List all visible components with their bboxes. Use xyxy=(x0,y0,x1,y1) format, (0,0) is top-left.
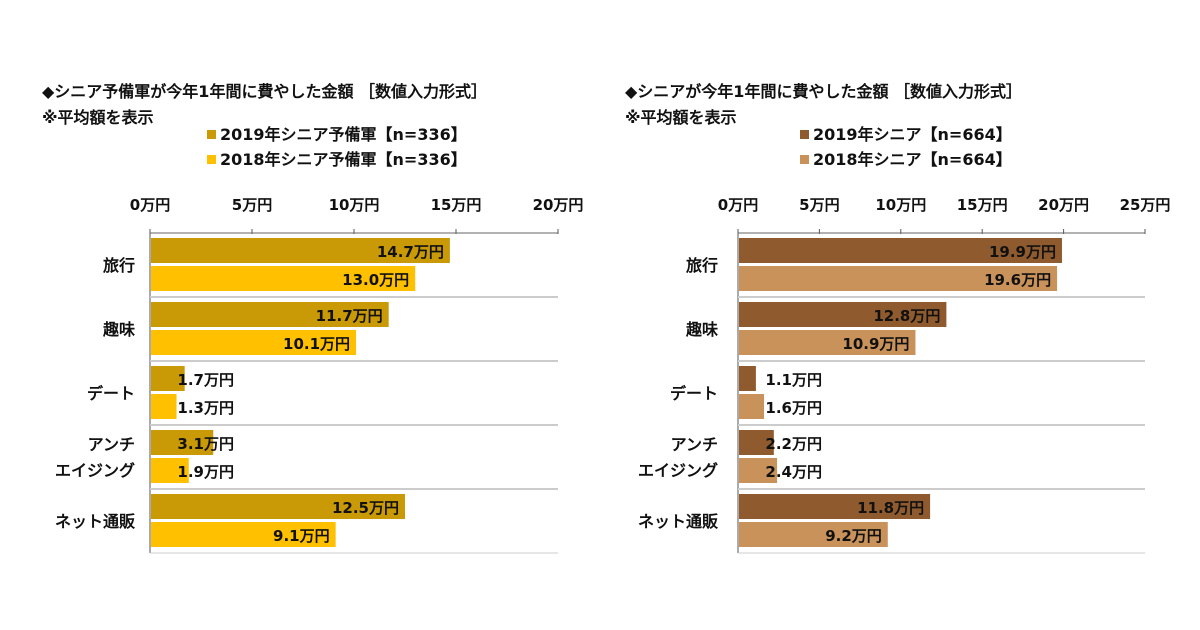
bar xyxy=(151,266,416,291)
data-label: 2.2万円 xyxy=(765,435,822,453)
category-label: 趣味 xyxy=(685,320,718,339)
category-label: アンチ xyxy=(88,435,135,454)
chart-title-right: ◆シニアが今年1年間に費やした金額 ［数値入力形式］ xyxy=(625,82,1023,101)
data-label: 2.4万円 xyxy=(765,463,822,481)
category-label: アンチ xyxy=(671,435,718,454)
legend-label: 2018年シニア【n=664】 xyxy=(813,150,1012,169)
data-label: 13.0万円 xyxy=(342,271,409,289)
data-label: 9.2万円 xyxy=(825,527,882,545)
data-label: 12.5万円 xyxy=(332,499,399,517)
legend-label: 2019年シニア予備軍【n=336】 xyxy=(220,125,467,144)
bar xyxy=(151,458,189,483)
x-tick-label: 5万円 xyxy=(232,196,272,214)
data-label: 1.1万円 xyxy=(765,371,822,389)
data-label: 1.9万円 xyxy=(177,463,234,481)
x-tick-label: 5万円 xyxy=(799,196,839,214)
legend-swatch xyxy=(207,155,216,164)
bar xyxy=(739,522,888,547)
category-label: 趣味 xyxy=(102,320,135,339)
legend-swatch xyxy=(800,155,809,164)
data-label: 1.7万円 xyxy=(177,371,234,389)
x-tick-label: 0万円 xyxy=(130,196,170,214)
data-label: 10.1万円 xyxy=(283,335,350,353)
data-label: 14.7万円 xyxy=(377,243,444,261)
data-label: 9.1万円 xyxy=(273,527,330,545)
data-label: 11.8万円 xyxy=(857,499,924,517)
bar xyxy=(739,266,1058,291)
bar xyxy=(151,394,177,419)
bar xyxy=(739,302,947,327)
bar xyxy=(739,430,774,455)
bar xyxy=(151,302,389,327)
category-label: エイジング xyxy=(638,461,718,480)
x-tick-label: 20万円 xyxy=(1038,196,1089,214)
x-tick-label: 20万円 xyxy=(533,196,584,214)
x-tick-label: 0万円 xyxy=(718,196,758,214)
x-tick-label: 15万円 xyxy=(957,196,1008,214)
chart-subtitle-right: ※平均額を表示 xyxy=(625,108,737,127)
bar xyxy=(151,330,357,355)
data-label: 12.8万円 xyxy=(873,307,940,325)
category-label: 旅行 xyxy=(686,256,718,275)
category-label: ネット通販 xyxy=(638,512,719,531)
legend-label: 2018年シニア予備軍【n=336】 xyxy=(220,150,467,169)
legend-swatch xyxy=(800,130,809,139)
data-label: 3.1万円 xyxy=(177,435,234,453)
bar xyxy=(739,458,778,483)
legend-label: 2019年シニア【n=664】 xyxy=(813,125,1012,144)
bar xyxy=(739,366,756,391)
category-label: 旅行 xyxy=(103,256,135,275)
bar xyxy=(151,494,405,519)
bar xyxy=(151,522,336,547)
legend-swatch xyxy=(207,130,216,139)
category-label: ネット通販 xyxy=(55,512,136,531)
bar xyxy=(739,330,916,355)
bar xyxy=(739,238,1062,263)
category-label: デート xyxy=(87,384,135,403)
x-tick-label: 10万円 xyxy=(329,196,380,214)
chart-subtitle-left: ※平均額を表示 xyxy=(42,108,154,127)
x-tick-label: 25万円 xyxy=(1120,196,1171,214)
data-label: 10.9万円 xyxy=(842,335,909,353)
x-tick-label: 10万円 xyxy=(875,196,926,214)
data-label: 19.6万円 xyxy=(984,271,1051,289)
data-label: 1.3万円 xyxy=(177,399,234,417)
data-label: 1.6万円 xyxy=(765,399,822,417)
x-tick-label: 15万円 xyxy=(431,196,482,214)
data-label: 19.9万円 xyxy=(989,243,1056,261)
bar xyxy=(739,494,931,519)
chart-title-left: ◆シニア予備軍が今年1年間に費やした金額 ［数値入力形式］ xyxy=(42,82,488,101)
bar xyxy=(151,238,450,263)
category-label: デート xyxy=(670,384,718,403)
data-label: 11.7万円 xyxy=(316,307,383,325)
bar xyxy=(739,394,765,419)
bar xyxy=(151,366,185,391)
bar xyxy=(151,430,214,455)
category-label: エイジング xyxy=(55,461,135,480)
